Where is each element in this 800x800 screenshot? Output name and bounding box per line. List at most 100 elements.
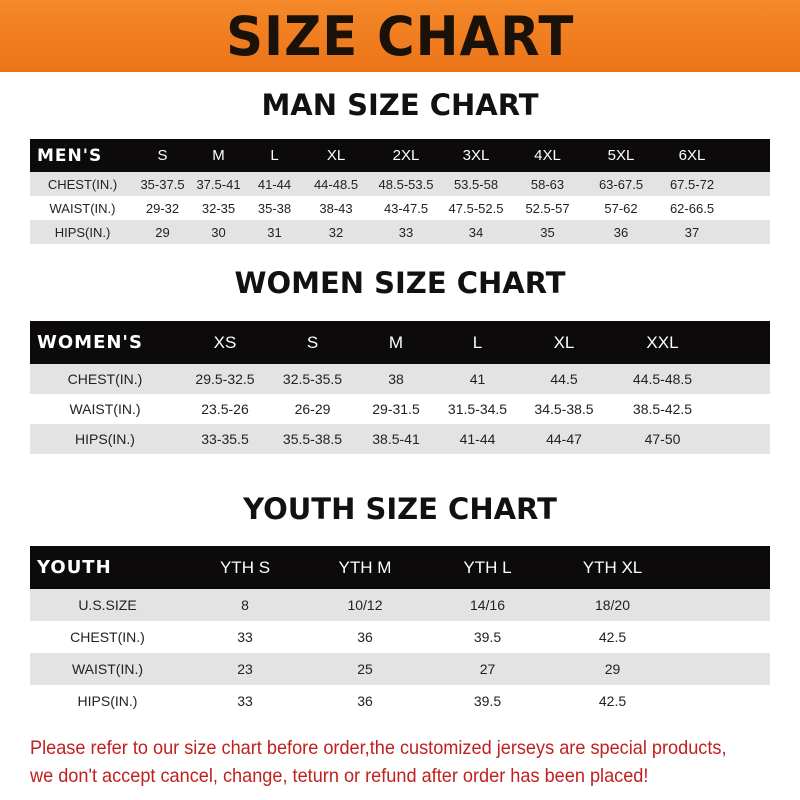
table-row: CHEST(IN.) 33 36 39.5 42.5 [30,621,770,653]
women-section-title: WOMEN SIZE CHART [234,266,566,300]
notice-line-1: Please refer to our size chart before or… [30,737,727,759]
table-row: HIPS(IN.) 33-35.5 35.5-38.5 38.5-41 41-44 44-… [30,424,770,454]
measurement-value: 8 [241,597,249,613]
size-column-header: YTH L [463,557,512,577]
measurement-label: WAIST(IN.) [69,401,141,417]
measurement-value: 47-50 [644,431,681,447]
measurement-value: 29 [604,661,621,677]
measurement-value: 23.5-26 [201,401,249,417]
measurement-value: 57-62 [604,200,638,216]
measurement-value: 33 [237,693,253,709]
measurement-value: 41-44 [459,431,496,447]
measurement-value: 37 [684,224,700,240]
table-header-row: WOMEN'S XS S M L XL XXL [30,321,770,364]
measurement-value: 39.5 [473,693,502,709]
size-column-header: 6XL [678,147,706,164]
measurement-value: 38 [388,371,404,387]
measurement-label: CHEST(IN.) [47,176,118,192]
measurement-label: WAIST(IN.) [71,661,144,677]
measurement-value: 35-38 [257,200,292,216]
measurement-label: WAIST(IN.) [49,200,116,216]
measurement-value: 32 [328,224,344,240]
measurement-value: 34 [468,224,484,240]
measurement-value: 44.5 [550,371,578,387]
youth-section-title: YOUTH SIZE CHART [243,492,557,526]
measurement-label: HIPS(IN.) [77,693,138,709]
size-column-header: L [472,332,483,352]
measurement-value: 36 [357,629,373,645]
measurement-value: 27 [479,661,496,677]
measurement-value: 10/12 [347,597,383,613]
women-size-table: WOMEN'S XS S M L XL XXL CHEST(IN.) 29.5-32.5 32.5… [30,321,770,454]
measurement-value: 29-32 [145,200,180,216]
measurement-value: 63-67.5 [598,176,644,192]
measurement-value: 29.5-32.5 [195,371,255,387]
measurement-value: 32-35 [201,200,236,216]
measurement-value: 38.5-42.5 [632,401,693,417]
measurement-value: 14/16 [469,597,506,613]
measurement-label: CHEST(IN.) [70,629,145,645]
size-column-header: M [212,147,225,164]
measurement-value: 44.5-48.5 [632,371,693,387]
measurement-value: 44-48.5 [313,176,359,192]
measurement-value: 26-29 [294,401,331,417]
table-row: CHEST(IN.) 35-37.5 37.5-41 41-44 44-48.5 48.5… [30,172,770,196]
measurement-value: 35 [540,224,555,240]
measurement-value: 42.5 [598,693,627,709]
men-size-table: MEN'S S M L XL 2XL 3XL 4XL 5XL 6XL CHEST(IN.) 35-37… [30,139,770,244]
table-row: WAIST(IN.) 29-32 32-35 35-38 38-43 43-47.5 47.… [30,196,770,220]
measurement-value: 25 [357,661,373,677]
table-row: WAIST(IN.) 23 25 27 29 [30,653,770,685]
measurement-value: 39.5 [473,629,502,645]
measurement-value: 43-47.5 [383,200,429,216]
youth-size-table: YOUTH YTH S YTH M YTH L YTH XL U.S.SIZE 8 10/12… [30,546,770,717]
measurement-value: 44-47 [546,431,582,447]
measurement-value: 38.5-41 [372,431,420,447]
table-row: CHEST(IN.) 29.5-32.5 32.5-35.5 38 41 44.5 44.5… [30,364,770,394]
size-column-header: 4XL [534,147,561,164]
measurement-value: 32.5-35.5 [282,371,343,387]
size-column-header: M [388,332,404,352]
size-column-header: XL [553,332,575,352]
table-row: HIPS(IN.) 33 36 39.5 42.5 [30,685,770,717]
size-column-header: 2XL [392,147,420,164]
measurement-value: 29-31.5 [372,401,420,417]
measurement-label: HIPS(IN.) [75,431,135,447]
banner-title: SIZE CHART [225,4,575,68]
size-column-header: XL [326,147,346,164]
size-column-header: YTH M [338,557,392,577]
measurement-value: 30 [211,224,226,240]
measurement-value: 31 [267,224,282,240]
measurement-value: 41-44 [257,176,292,192]
men-section-title: MAN SIZE CHART [261,88,539,122]
order-notice: Please refer to our size chart before or… [30,734,737,790]
measurement-value: 29 [155,224,170,240]
table-row: U.S.SIZE 8 10/12 14/16 18/20 [30,589,770,621]
measurement-value: 18/20 [594,597,631,613]
table-category-label: MEN'S [37,145,103,166]
measurement-label: U.S.SIZE [78,597,137,613]
banner: SIZE CHART [0,0,800,72]
table-row: HIPS(IN.) 29 30 31 32 33 34 35 36 37 [30,220,770,244]
size-column-header: XXL [646,332,679,352]
size-column-header: S [306,332,319,352]
table-category-label: YOUTH [37,557,112,578]
table-header-row: MEN'S S M L XL 2XL 3XL 4XL 5XL 6XL [30,139,770,172]
size-column-header: 3XL [462,147,490,164]
size-column-header: YTH S [219,557,271,577]
measurement-value: 37.5-41 [196,176,241,192]
size-column-header: L [270,147,279,164]
measurement-value: 36 [357,693,373,709]
measurement-label: CHEST(IN.) [67,371,143,387]
measurement-value: 41 [469,371,486,387]
measurement-value: 47.5-52.5 [448,200,504,216]
measurement-value: 58-63 [530,176,565,192]
size-column-header: S [157,147,168,164]
measurement-value: 48.5-53.5 [378,176,434,192]
measurement-value: 52.5-57 [525,200,570,216]
measurement-value: 35-37.5 [140,176,185,192]
table-row: WAIST(IN.) 23.5-26 26-29 29-31.5 31.5-34.5 34… [30,394,770,424]
measurement-value: 33 [398,224,414,240]
measurement-value: 34.5-38.5 [534,401,594,417]
measurement-value: 23 [237,661,253,677]
